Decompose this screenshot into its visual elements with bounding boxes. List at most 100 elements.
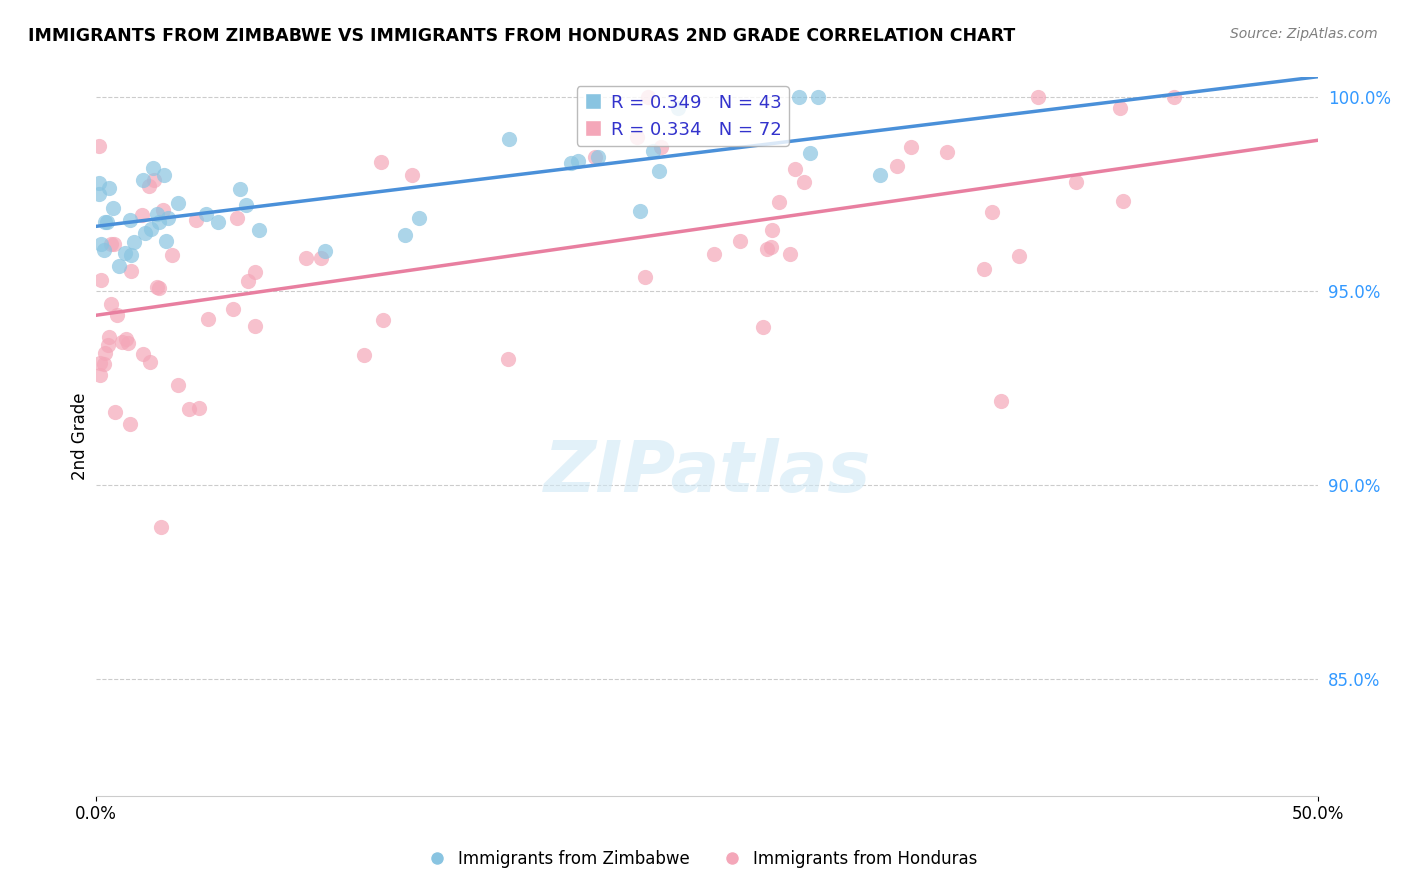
Point <box>756 242 779 256</box>
Point <box>146 280 169 294</box>
Point <box>179 402 201 417</box>
Point <box>138 179 160 194</box>
Point <box>115 332 138 346</box>
Point <box>787 90 810 104</box>
Point <box>90 237 112 252</box>
Point <box>120 264 142 278</box>
Point <box>96 215 118 229</box>
Point <box>149 520 172 534</box>
Point <box>370 155 392 169</box>
Point <box>637 90 659 104</box>
Point <box>783 162 806 177</box>
Point <box>139 222 162 236</box>
Point <box>117 335 139 350</box>
Point <box>229 182 252 196</box>
Point <box>666 101 689 115</box>
Point <box>167 195 190 210</box>
Point <box>89 356 111 370</box>
Point <box>101 201 124 215</box>
Point <box>1109 101 1132 115</box>
Point <box>187 401 209 416</box>
Point <box>131 207 153 221</box>
Point <box>87 176 110 190</box>
Point <box>114 246 136 260</box>
Point <box>97 338 120 352</box>
Point <box>496 351 519 366</box>
Point <box>779 246 801 260</box>
Point <box>146 207 169 221</box>
Point <box>1163 90 1185 104</box>
Point <box>131 172 153 186</box>
Text: ZIPatlas: ZIPatlas <box>544 438 870 507</box>
Point <box>245 265 267 279</box>
Point <box>100 297 122 311</box>
Point <box>142 161 165 175</box>
Point <box>160 248 183 262</box>
Legend: Immigrants from Zimbabwe, Immigrants from Honduras: Immigrants from Zimbabwe, Immigrants fro… <box>422 844 984 875</box>
Point <box>634 269 657 284</box>
Y-axis label: 2nd Grade: 2nd Grade <box>72 392 89 481</box>
Point <box>408 211 430 226</box>
Point <box>981 204 1004 219</box>
Point <box>401 168 423 182</box>
Point <box>111 334 134 349</box>
Point <box>87 186 110 201</box>
Point <box>761 223 783 237</box>
Point <box>131 347 153 361</box>
Point <box>793 176 815 190</box>
Point <box>90 273 112 287</box>
Point <box>567 154 589 169</box>
Point <box>118 417 141 432</box>
Point <box>139 355 162 369</box>
Point <box>155 235 177 249</box>
Point <box>935 145 957 159</box>
Point <box>990 394 1012 409</box>
Point <box>247 222 270 236</box>
Point <box>157 211 180 226</box>
Point <box>886 160 908 174</box>
Point <box>1064 175 1087 189</box>
Point <box>628 204 651 219</box>
Point <box>353 348 375 362</box>
Point <box>207 215 229 229</box>
Point <box>235 198 257 212</box>
Point <box>371 313 394 327</box>
Point <box>195 206 218 220</box>
Point <box>93 357 115 371</box>
Point <box>295 251 318 265</box>
Point <box>89 368 111 383</box>
Point <box>728 234 751 248</box>
Point <box>105 308 128 322</box>
Point <box>799 146 821 161</box>
Point <box>222 301 245 316</box>
Point <box>869 168 891 182</box>
Point <box>1008 249 1031 263</box>
Point <box>148 215 170 229</box>
Point <box>309 251 332 265</box>
Point <box>97 180 120 194</box>
Point <box>97 330 120 344</box>
Point <box>973 262 995 277</box>
Point <box>104 405 127 419</box>
Legend: R = 0.349   N = 43, R = 0.334   N = 72: R = 0.349 N = 43, R = 0.334 N = 72 <box>576 87 789 146</box>
Point <box>394 227 416 242</box>
Point <box>142 173 165 187</box>
Point <box>152 203 174 218</box>
Point <box>124 235 146 249</box>
Point <box>583 150 606 164</box>
Point <box>703 246 725 260</box>
Point <box>1026 90 1049 104</box>
Point <box>560 155 582 169</box>
Point <box>186 213 208 227</box>
Point <box>226 211 249 225</box>
Point <box>148 281 170 295</box>
Point <box>167 378 190 392</box>
Point <box>1112 194 1135 208</box>
Point <box>93 346 115 360</box>
Point <box>752 320 775 334</box>
Point <box>648 163 671 178</box>
Point <box>900 140 922 154</box>
Point <box>103 236 125 251</box>
Point <box>100 236 122 251</box>
Point <box>650 139 672 153</box>
